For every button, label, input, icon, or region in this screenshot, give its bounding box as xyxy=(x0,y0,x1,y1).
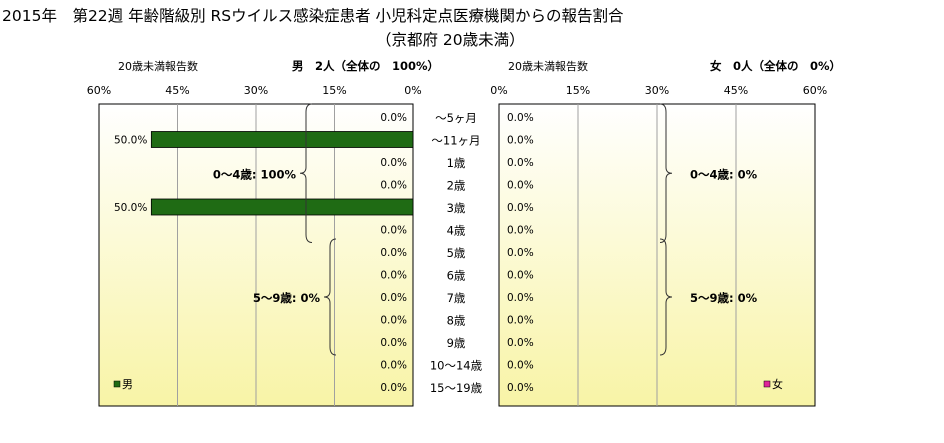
data-label: 0.0% xyxy=(380,292,407,304)
data-label: 0.0% xyxy=(507,202,534,214)
data-label: 0.0% xyxy=(380,382,407,394)
category-label: 〜5ヶ月 xyxy=(435,111,477,125)
data-label: 0.0% xyxy=(380,315,407,327)
data-label: 50.0% xyxy=(114,135,147,147)
data-label: 0.0% xyxy=(380,112,407,124)
data-label: 0.0% xyxy=(507,360,534,372)
group-label: 0〜4歳: 0% xyxy=(690,167,758,181)
x-tick-label: 0% xyxy=(404,84,421,97)
x-tick-label: 15% xyxy=(566,84,590,97)
category-label: 9歳 xyxy=(447,336,466,350)
data-label: 0.0% xyxy=(380,157,407,169)
category-label: 5歳 xyxy=(447,246,466,260)
data-label: 0.0% xyxy=(507,247,534,259)
bar xyxy=(150,198,414,216)
category-label: 10〜14歳 xyxy=(430,359,483,373)
category-label: 15〜19歳 xyxy=(430,381,483,395)
group-label: 0〜4歳: 100% xyxy=(213,167,297,181)
data-label: 0.0% xyxy=(380,180,407,192)
group-brace xyxy=(659,238,673,356)
data-label: 0.0% xyxy=(507,135,534,147)
x-tick-label: 15% xyxy=(322,84,346,97)
bar xyxy=(150,131,414,148)
panel-label: 20歳未満報告数 xyxy=(508,60,588,73)
category-label: 1歳 xyxy=(447,156,466,170)
x-tick-label: 30% xyxy=(645,84,669,97)
group-label: 5〜9歳: 0% xyxy=(690,291,758,305)
category-label: 4歳 xyxy=(447,224,466,238)
category-label: 8歳 xyxy=(447,314,466,328)
x-tick-label: 60% xyxy=(87,84,111,97)
data-label: 0.0% xyxy=(507,292,534,304)
left-panel-male: 60% 45% 30% 15% 0% 20歳未満報告数 男 2人（全体の 100%） 0.0%… xyxy=(87,59,439,407)
data-label: 0.0% xyxy=(507,315,534,327)
data-label: 0.0% xyxy=(380,225,407,237)
data-label: 0.0% xyxy=(507,180,534,192)
category-label: 3歳 xyxy=(447,201,466,215)
category-label: 2歳 xyxy=(447,179,466,193)
category-label: 7歳 xyxy=(447,291,466,305)
chart-subtitle: （京都府 20歳未満） xyxy=(376,31,525,49)
right-panel-female: 0% 15% 30% 45% 60% 20歳未満報告数 女 0人（全体の 0%） 0.0% 0.… xyxy=(490,59,841,407)
legend-swatch xyxy=(113,380,121,388)
x-tick-label: 45% xyxy=(165,84,189,97)
x-tick-label: 30% xyxy=(244,84,268,97)
data-label: 0.0% xyxy=(507,112,534,124)
group-brace xyxy=(659,103,673,243)
data-label: 0.0% xyxy=(507,270,534,282)
legend-label: 女 xyxy=(772,377,783,391)
group-label: 5〜9歳: 0% xyxy=(253,291,321,305)
category-label: 6歳 xyxy=(447,269,466,283)
data-label: 0.0% xyxy=(507,382,534,394)
chart-title: 2015年 第22週 年齢階級別 RSウイルス感染症患者 小児科定点医療機関から… xyxy=(2,7,624,25)
data-label: 0.0% xyxy=(380,270,407,282)
data-label: 0.0% xyxy=(507,225,534,237)
group-brace xyxy=(299,103,313,243)
data-label: 0.0% xyxy=(380,337,407,349)
data-label: 0.0% xyxy=(380,247,407,259)
x-tick-label: 60% xyxy=(803,84,827,97)
data-label: 50.0% xyxy=(114,202,147,214)
data-label: 0.0% xyxy=(507,157,534,169)
legend-label: 男 xyxy=(122,378,133,391)
data-label: 0.0% xyxy=(507,337,534,349)
data-label: 0.0% xyxy=(380,360,407,372)
group-brace xyxy=(323,238,337,356)
x-tick-label: 0% xyxy=(490,84,507,97)
age-category-labels: 〜5ヶ月〜11ヶ月 1歳 2歳 3歳 4歳 5歳 6歳 7歳 8歳 9歳 10〜14歳 15〜19歳 xyxy=(430,111,483,395)
x-tick-label: 45% xyxy=(724,84,748,97)
panel-heading: 女 0人（全体の 0%） xyxy=(710,59,841,73)
panel-label: 20歳未満報告数 xyxy=(118,60,198,73)
category-label: 〜11ヶ月 xyxy=(431,134,480,148)
legend-swatch xyxy=(763,380,771,388)
panel-heading: 男 2人（全体の 100%） xyxy=(292,59,439,73)
